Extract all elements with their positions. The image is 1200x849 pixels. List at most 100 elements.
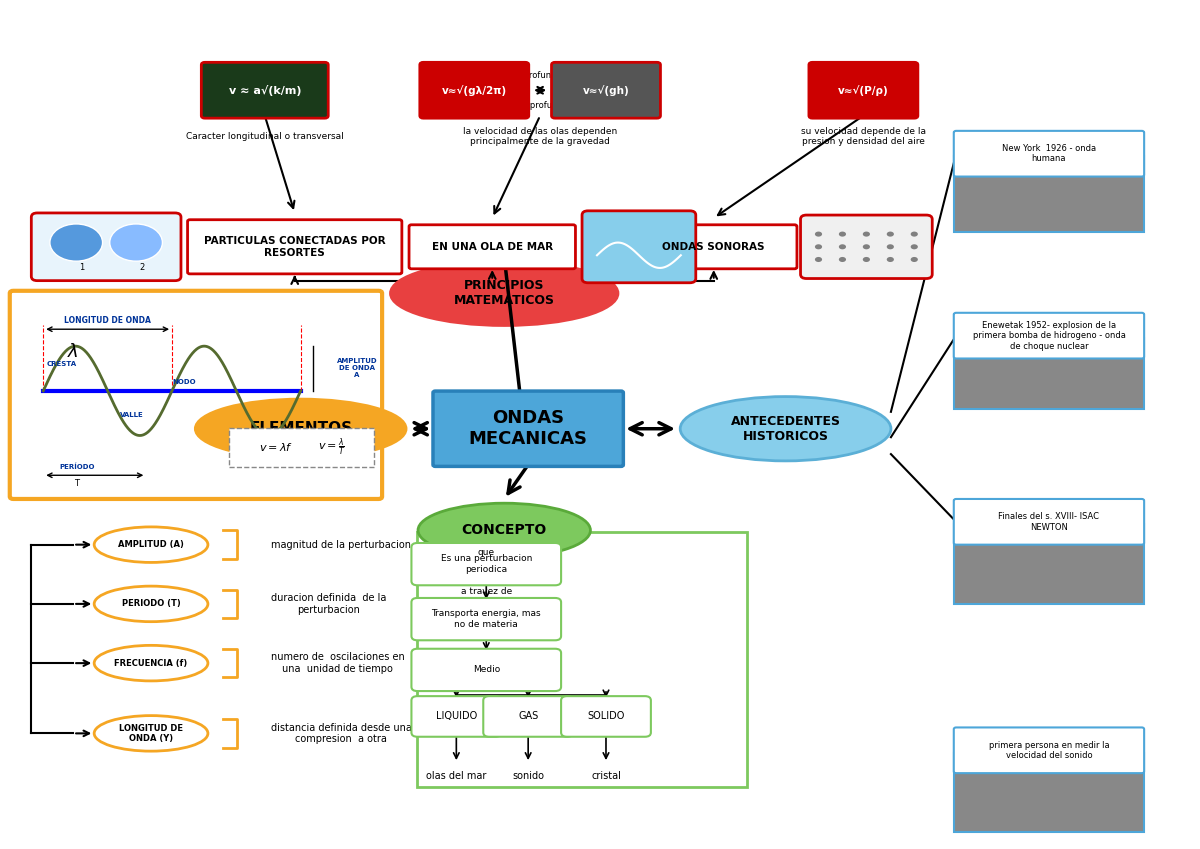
FancyBboxPatch shape: [630, 225, 797, 269]
Circle shape: [839, 232, 846, 237]
Ellipse shape: [680, 396, 890, 461]
Text: ONDAS
MECANICAS: ONDAS MECANICAS: [469, 409, 588, 448]
FancyBboxPatch shape: [484, 696, 574, 737]
FancyBboxPatch shape: [416, 532, 748, 787]
Text: LONGITUD DE
ONDA (Y): LONGITUD DE ONDA (Y): [119, 723, 184, 743]
FancyBboxPatch shape: [31, 213, 181, 281]
Text: New York  1926 - onda
humana: New York 1926 - onda humana: [1002, 144, 1096, 163]
FancyBboxPatch shape: [800, 215, 932, 278]
FancyBboxPatch shape: [412, 598, 562, 640]
Text: v≈√(gh): v≈√(gh): [583, 85, 629, 96]
Text: olas del mar: olas del mar: [426, 771, 486, 781]
Text: distancia definida desde una
compresion  a otra: distancia definida desde una compresion …: [271, 722, 412, 745]
Text: v≈√(P/ρ): v≈√(P/ρ): [838, 85, 889, 96]
Circle shape: [911, 257, 918, 262]
Circle shape: [887, 257, 894, 262]
Text: PERÍODO: PERÍODO: [59, 464, 95, 470]
Text: v ≈ a√(k/m): v ≈ a√(k/m): [228, 85, 301, 96]
Circle shape: [863, 232, 870, 237]
Circle shape: [839, 257, 846, 262]
Text: Transporta energia, mas
no de materia: Transporta energia, mas no de materia: [432, 610, 541, 629]
Text: EN UNA OLA DE MAR: EN UNA OLA DE MAR: [432, 242, 553, 252]
FancyBboxPatch shape: [582, 211, 696, 283]
FancyBboxPatch shape: [954, 338, 1144, 409]
Text: PARTICULAS CONECTADAS POR
RESORTES: PARTICULAS CONECTADAS POR RESORTES: [204, 236, 385, 257]
FancyBboxPatch shape: [412, 649, 562, 691]
Text: que: que: [478, 548, 494, 557]
Circle shape: [815, 245, 822, 250]
Ellipse shape: [94, 527, 208, 562]
Text: PRINCIPIOS
MATEMATICOS: PRINCIPIOS MATEMATICOS: [454, 279, 554, 307]
FancyBboxPatch shape: [10, 291, 382, 499]
Text: $v = \lambda f$: $v = \lambda f$: [259, 441, 294, 453]
FancyBboxPatch shape: [954, 499, 1144, 545]
Text: Finales del s. XVIII- ISAC
NEWTON: Finales del s. XVIII- ISAC NEWTON: [998, 512, 1099, 531]
FancyBboxPatch shape: [562, 696, 650, 737]
Ellipse shape: [196, 399, 406, 458]
Text: poco profundas: poco profundas: [508, 101, 572, 110]
Text: su velocidad depende de la
presion y densidad del aire: su velocidad depende de la presion y den…: [800, 127, 926, 147]
Circle shape: [50, 224, 102, 261]
FancyBboxPatch shape: [202, 62, 329, 118]
Circle shape: [815, 257, 822, 262]
FancyBboxPatch shape: [412, 696, 502, 737]
Text: T: T: [74, 479, 79, 488]
Circle shape: [887, 245, 894, 250]
FancyBboxPatch shape: [954, 525, 1144, 604]
FancyBboxPatch shape: [954, 728, 1144, 773]
Circle shape: [839, 245, 846, 250]
FancyBboxPatch shape: [954, 753, 1144, 832]
Text: ONDAS SONORAS: ONDAS SONORAS: [662, 242, 764, 252]
Text: LONGITUD DE ONDA: LONGITUD DE ONDA: [65, 317, 151, 325]
Text: CRESTA: CRESTA: [46, 361, 77, 367]
Circle shape: [911, 245, 918, 250]
FancyBboxPatch shape: [420, 62, 529, 118]
Text: a travez de: a travez de: [461, 588, 512, 596]
Text: SOLIDO: SOLIDO: [587, 711, 625, 722]
FancyBboxPatch shape: [409, 225, 576, 269]
Circle shape: [887, 232, 894, 237]
Text: NODO: NODO: [172, 380, 196, 385]
Text: FRECUENCIA (f): FRECUENCIA (f): [114, 659, 187, 667]
Text: λ: λ: [68, 342, 78, 361]
Text: primera persona en medir la
velocidad del sonido: primera persona en medir la velocidad de…: [989, 740, 1109, 760]
Text: GAS: GAS: [518, 711, 539, 722]
FancyBboxPatch shape: [187, 220, 402, 274]
Text: la velocidad de las olas dependen
principalmente de la gravedad: la velocidad de las olas dependen princi…: [463, 127, 617, 147]
Text: Medio: Medio: [473, 666, 500, 674]
FancyBboxPatch shape: [552, 62, 660, 118]
Text: cristal: cristal: [592, 771, 620, 781]
Text: AMPLITUD (A): AMPLITUD (A): [118, 540, 184, 549]
Text: 2: 2: [139, 263, 145, 273]
Text: Es una perturbacion
periodica: Es una perturbacion periodica: [440, 554, 532, 574]
Ellipse shape: [390, 261, 618, 325]
Ellipse shape: [94, 716, 208, 751]
FancyBboxPatch shape: [954, 131, 1144, 177]
FancyBboxPatch shape: [954, 312, 1144, 358]
Text: CONCEPTO: CONCEPTO: [462, 523, 547, 537]
FancyBboxPatch shape: [433, 391, 623, 466]
Text: 1: 1: [79, 263, 85, 273]
FancyBboxPatch shape: [954, 156, 1144, 232]
Text: PERIODO (T): PERIODO (T): [121, 599, 180, 609]
Circle shape: [911, 232, 918, 237]
Text: alta profundidad: alta profundidad: [505, 70, 575, 80]
Text: LIQUIDO: LIQUIDO: [436, 711, 476, 722]
Ellipse shape: [418, 503, 590, 557]
Circle shape: [815, 232, 822, 237]
Circle shape: [863, 257, 870, 262]
FancyBboxPatch shape: [229, 428, 373, 467]
Text: sonido: sonido: [512, 771, 544, 781]
Text: duracion definida  de la
perturbacion: duracion definida de la perturbacion: [271, 593, 386, 615]
Ellipse shape: [94, 645, 208, 681]
FancyBboxPatch shape: [809, 62, 918, 118]
Text: $v = \frac{\lambda}{T}$: $v = \frac{\lambda}{T}$: [318, 436, 346, 458]
Text: magnitud de la perturbacion: magnitud de la perturbacion: [271, 540, 410, 549]
Text: v≈√(gλ/2π): v≈√(gλ/2π): [442, 85, 506, 96]
Text: AMPLITUD
DE ONDA
A: AMPLITUD DE ONDA A: [337, 358, 377, 379]
Ellipse shape: [94, 586, 208, 621]
FancyBboxPatch shape: [412, 543, 562, 585]
Circle shape: [863, 245, 870, 250]
Text: ANTECEDENTES
HISTORICOS: ANTECEDENTES HISTORICOS: [731, 414, 840, 442]
Text: ELEMENTOS: ELEMENTOS: [250, 421, 353, 436]
